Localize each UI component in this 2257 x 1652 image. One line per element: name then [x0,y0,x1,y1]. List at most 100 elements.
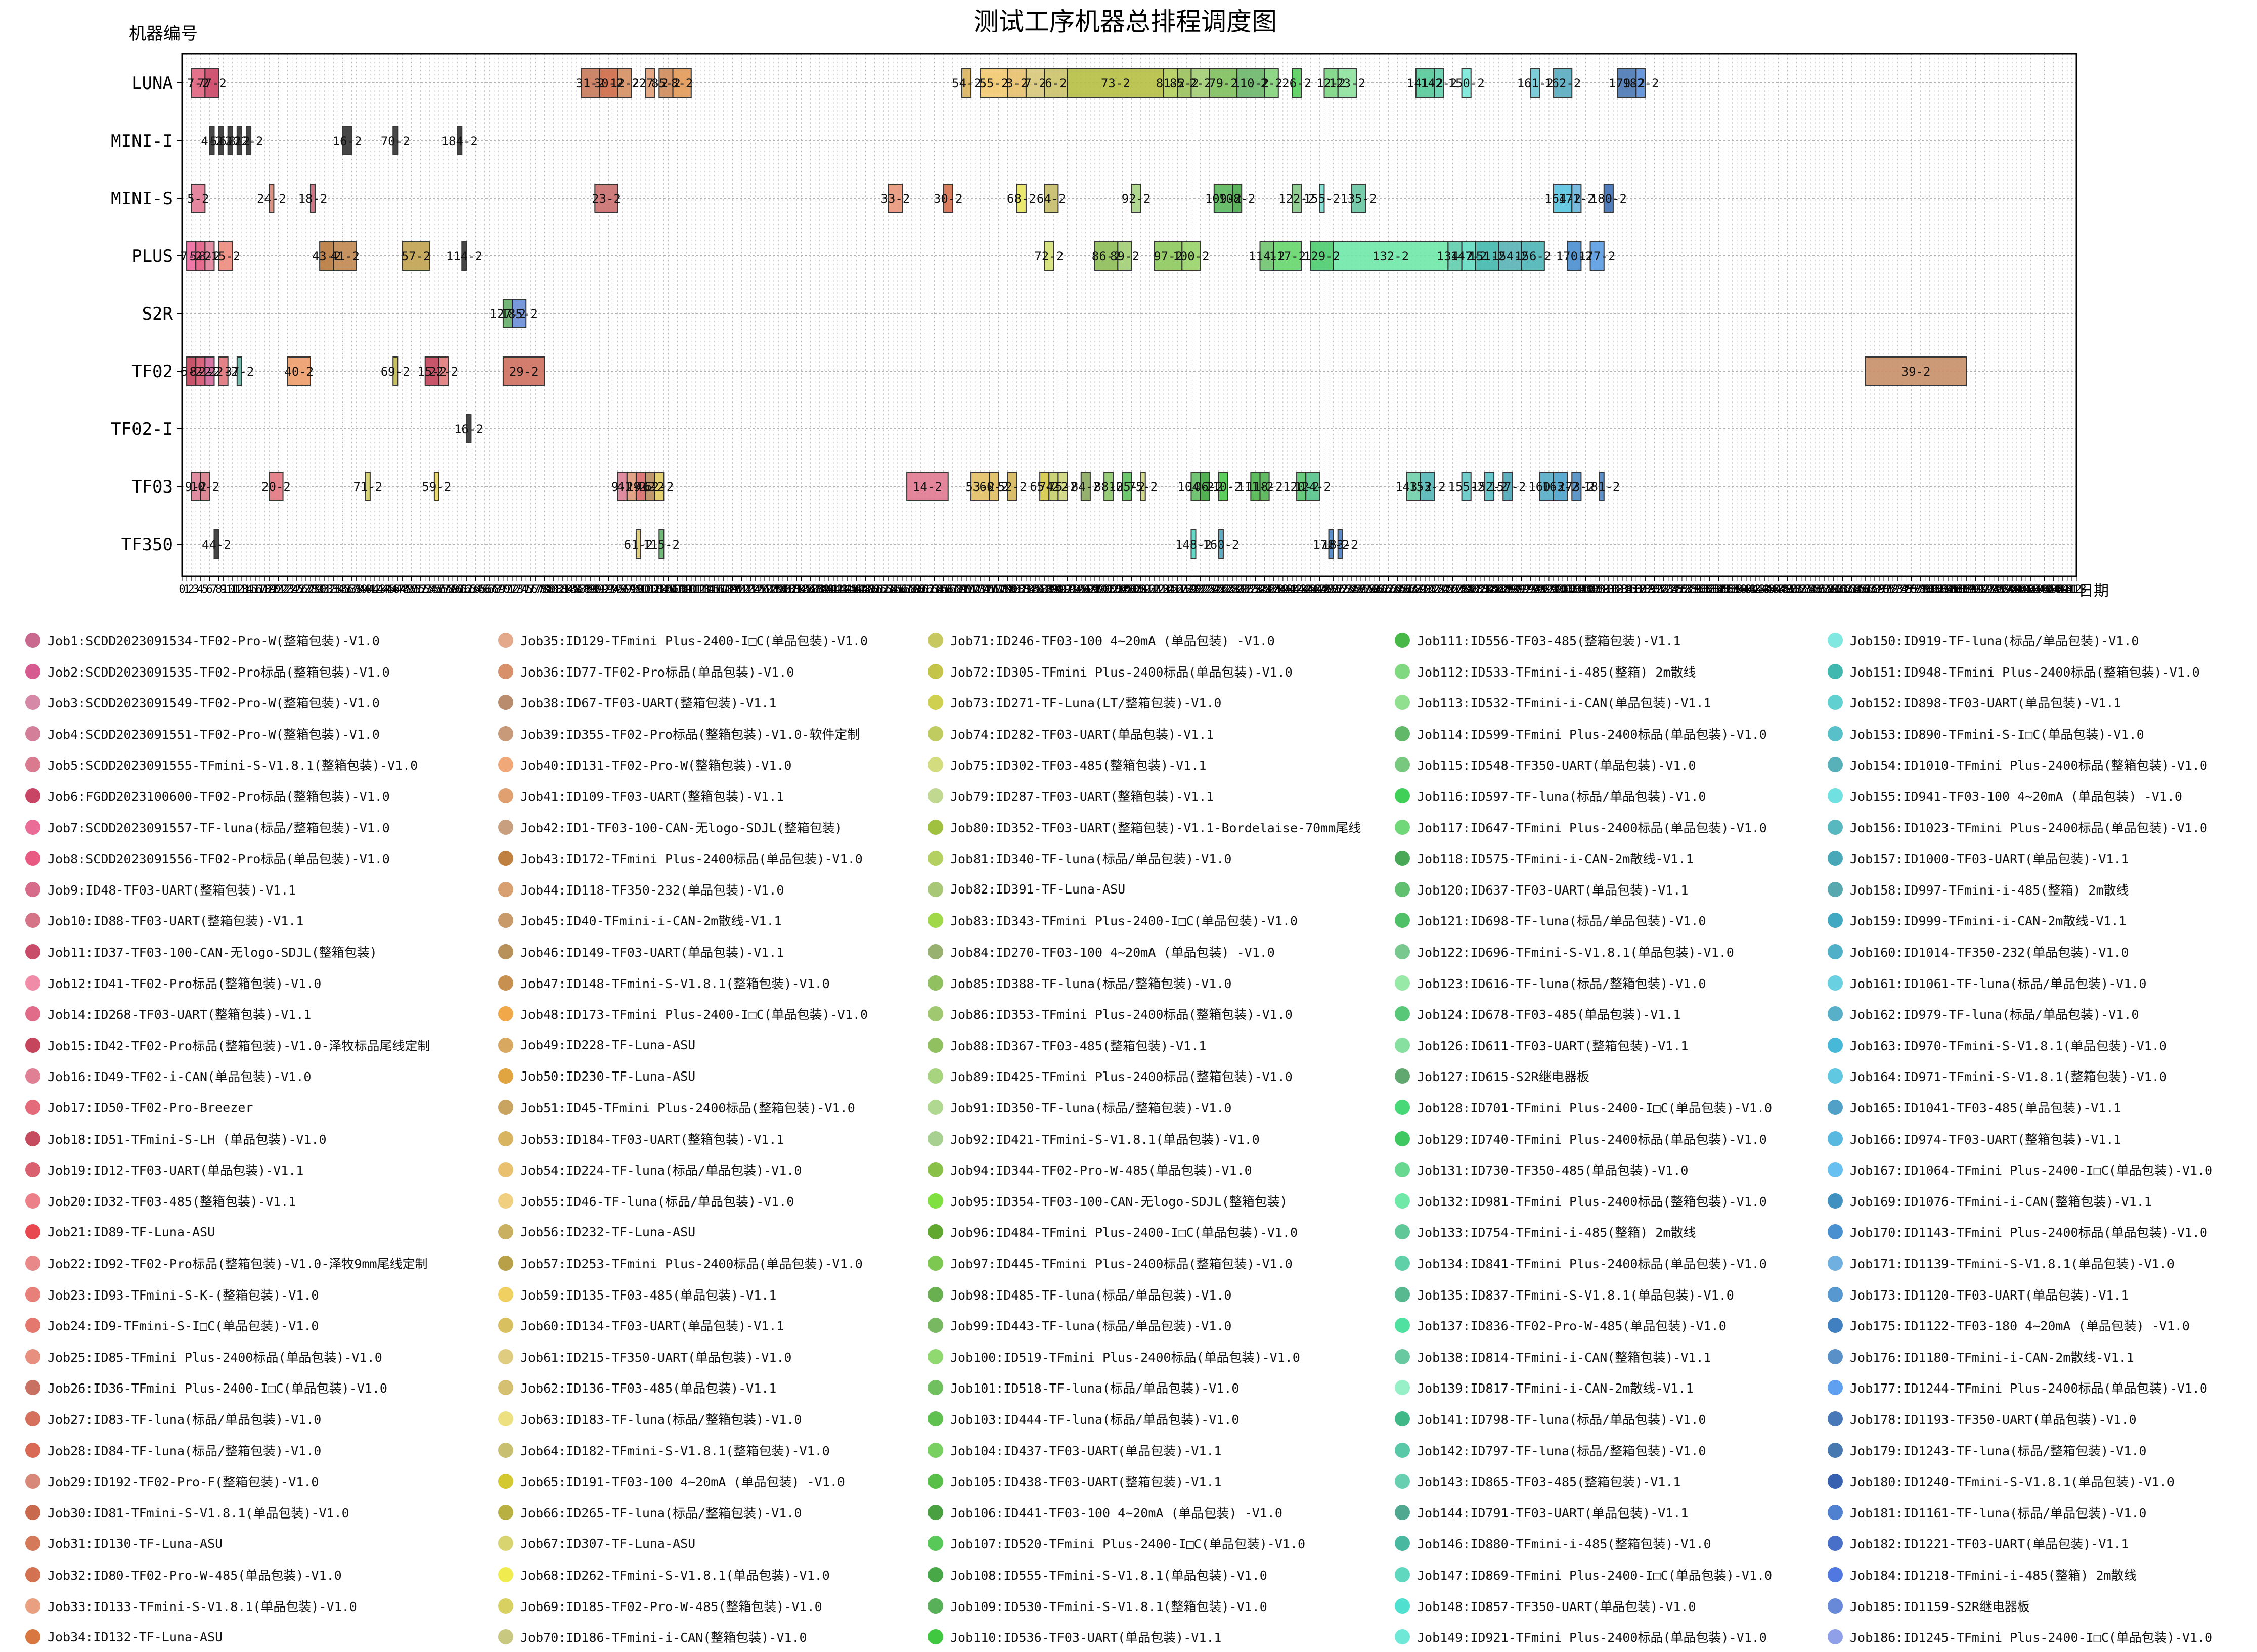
legend-item: Job61:ID215-TF350-UART(单品包装)-V1.0 [498,1342,792,1372]
x-tick-label: 203 [1103,583,1123,596]
x-tick-label: 193 [1057,583,1078,596]
x-tick-label: 317 [1626,583,1646,596]
legend-color-dot [1828,1567,1843,1582]
x-tick-label: 162 [915,583,936,596]
x-tick-label: 312 [1603,583,1623,596]
x-tick-label: 349 [1773,583,1793,596]
legend-color-dot [25,757,40,773]
legend-label: Job153:ID890-TFmini-S-I□C(单品包装)-V1.0 [1850,727,2144,742]
y-tick-label: S2R [142,304,173,324]
x-tick-label: 84 [561,583,574,596]
x-tick-label: 238 [1264,583,1284,596]
task-label: 8-2 [199,249,220,263]
task-label: 54-2 [952,76,981,91]
task-label: 26-2 [1282,76,1311,91]
legend-item: Job36:ID77-TF02-Pro标品(单品包装)-V1.0 [498,656,794,687]
legend-label: Job142:ID797-TF-luna(标品/整箱包装)-V1.0 [1417,1443,1706,1458]
x-tick-label: 234 [1246,583,1266,596]
legend-label: Job91:ID350-TF-luna(标品/整箱包装)-V1.0 [950,1101,1232,1115]
legend-label: Job100:ID519-TFmini Plus-2400标品(单品包装)-V1… [950,1350,1300,1365]
x-tick-label: 199 [1085,583,1105,596]
legend-label: Job35:ID129-TFmini Plus-2400-I□C(单品包装)-V… [520,634,868,648]
legend-item: Job16:ID49-TF02-i-CAN(单品包装)-V1.0 [25,1061,311,1091]
x-tick-label: 230 [1227,583,1247,596]
legend-label: Job127:ID615-S2R继电器板 [1417,1069,1589,1085]
chart-title: 测试工序机器总排程调度图 [973,7,1277,36]
legend-color-dot [1828,1380,1843,1396]
legend-item: Job100:ID519-TFmini Plus-2400标品(单品包装)-V1… [928,1342,1300,1372]
legend-label: Job7:SCDD2023091557-TF-luna(标品/整箱包装)-V1.… [48,820,390,835]
legend-item: Job177:ID1244-TFmini Plus-2400标品(单品包装)-V… [1828,1372,2207,1403]
x-tick-label: 309 [1589,583,1610,596]
legend-label: Job113:ID532-TFmini-i-CAN(单品包装)-V1.1 [1417,696,1711,711]
legend-color-dot [928,633,943,648]
legend-color-dot [25,663,40,679]
legend-item: Job7:SCDD2023091557-TF-luna(标品/整箱包装)-V1.… [25,812,390,842]
x-tick-label: 78 [533,583,547,596]
legend-label: Job112:ID533-TFmini-i-485(整箱) 2m散线 [1417,664,1696,680]
x-tick-label: 30 [313,583,327,596]
legend-color-dot [1395,819,1410,835]
x-tick-label: 49 [400,583,414,596]
x-tick-label: 118 [713,583,733,596]
legend-label: Job41:ID109-TF03-UART(整箱包装)-V1.1 [520,789,784,804]
legend-label: Job165:ID1041-TF03-485(单品包装)-V1.1 [1850,1101,2121,1115]
task-label: 10-2 [190,480,219,494]
x-tick-label: 327 [1672,583,1692,596]
task-bar [1337,529,1343,559]
legend-label: Job132:ID981-TFmini Plus-2400标品(整箱包装)-V1… [1417,1194,1767,1209]
task-label: 184-2 [441,134,478,148]
task-bar [594,184,618,213]
x-tick-label: 63 [464,583,478,596]
legend-item: Job12:ID41-TF02-Pro标品(整箱包装)-V1.0 [25,968,321,998]
legend-item: Job98:ID485-TF-luna(标品/单品包装)-V1.0 [928,1279,1231,1310]
task-bar [1530,68,1540,98]
legend-label: Job139:ID817-TFmini-i-CAN-2m散线-V1.1 [1417,1381,1694,1396]
x-tick-label: 387 [1947,583,1967,596]
task-label: 85-2 [1170,76,1199,91]
x-tick-label: 140 [814,583,834,596]
x-tick-label: 269 [1406,583,1426,596]
legend-label: Job167:ID1064-TFmini Plus-2400-I□C(单品包装)… [1850,1163,2213,1178]
legend-label: Job176:ID1180-TFmini-i-CAN-2m散线-V1.1 [1850,1350,2134,1365]
task-label: 162-2 [1544,76,1581,91]
task-bar [599,68,618,98]
legend-label: Job99:ID443-TF-luna(标品/单品包装)-V1.0 [950,1319,1232,1334]
x-tick-label: 178 [989,583,1009,596]
legend-item: Job80:ID352-TF03-UART(整箱包装)-V1.1-Bordela… [928,812,1361,842]
task-label: 155-2 [1304,192,1340,206]
task-label: 160-2 [1203,538,1239,552]
x-tick-label: 50 [405,583,418,596]
legend-color-dot [25,1598,40,1614]
legend-color-dot [25,1504,40,1520]
legend-item: Job62:ID136-TF03-485(单品包装)-V1.1 [498,1372,776,1403]
x-tick-label: 192 [1053,583,1073,596]
legend-color-dot [498,726,513,741]
legend-label: Job128:ID701-TFmini Plus-2400-I□C(单品包装)-… [1417,1101,1773,1115]
task-bar [1420,472,1435,501]
x-tick-label: 225 [1204,583,1224,596]
x-tick-label: 295 [1525,583,1545,596]
legend-label: Job88:ID367-TF03-485(整箱包装)-V1.1 [950,1038,1207,1053]
task-label: 117-2 [1269,249,1306,263]
legend-color-dot [1395,726,1410,741]
x-tick-label: 132 [777,583,798,596]
x-tick-label: 18 [258,583,272,596]
legend-item: Job149:ID921-TFmini Plus-2400标品(单品包装)-V1… [1395,1622,1767,1652]
legend-color-dot [928,1100,943,1115]
x-tick-label: 149 [856,583,876,596]
legend-item: Job32:ID80-TF02-Pro-W-485(单品包装)-V1.0 [25,1559,342,1590]
legend-item: Job31:ID130-TF-Luna-ASU [25,1528,223,1558]
x-tick-label: 107 [663,583,683,596]
legend-item: Job126:ID611-TF03-UART(整箱包装)-V1.1 [1395,1030,1689,1060]
x-tick-label: 223 [1195,583,1215,596]
legend-item: Job47:ID148-TFmini-S-V1.8.1(整箱包装)-V1.0 [498,968,830,998]
legend-label: Job14:ID268-TF03-UART(整箱包装)-V1.1 [48,1007,312,1022]
legend-color-dot [1395,1380,1410,1396]
task-label: 33-2 [881,192,910,206]
x-tick-label: 2 [188,583,195,596]
task-label: 20-2 [261,480,291,494]
legend-label: Job62:ID136-TF03-485(单品包装)-V1.1 [520,1381,777,1396]
x-tick-label: 80 [542,583,556,596]
x-tick-label: 28 [304,583,318,596]
